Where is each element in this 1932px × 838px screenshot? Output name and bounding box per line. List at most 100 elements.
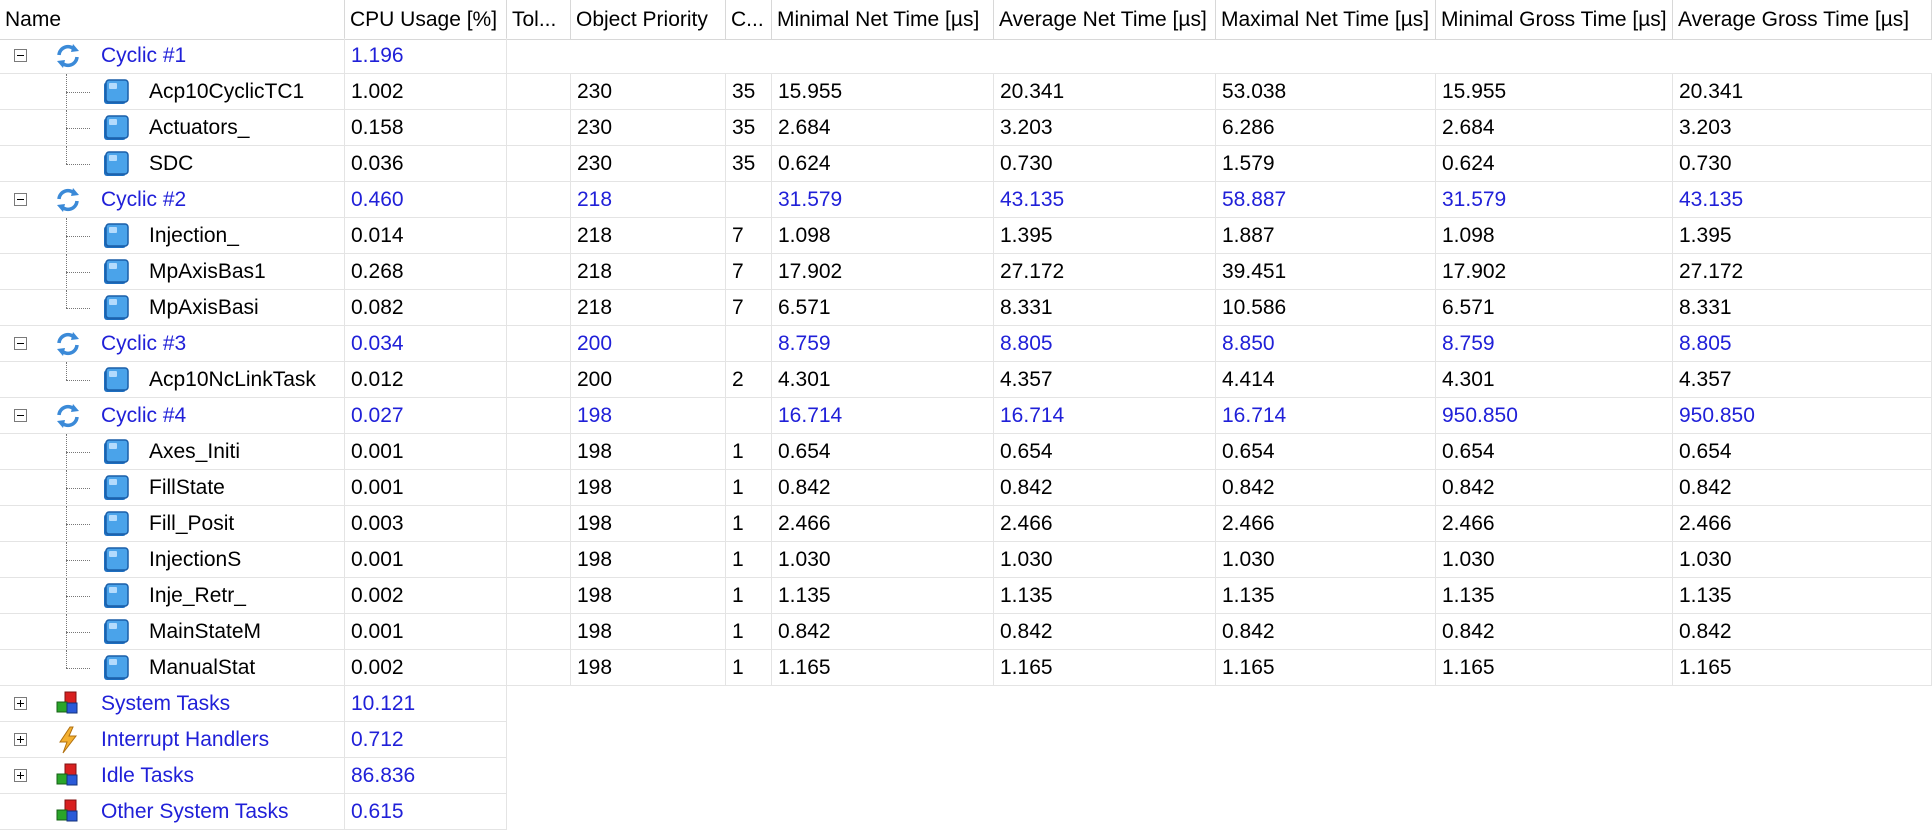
column-header-min_net[interactable]: Minimal Net Time [µs]	[772, 0, 994, 40]
tree-task-row[interactable]: SDC 0.036 230 35 0.624 0.730 1.579 0.624 0.730	[0, 146, 1932, 182]
tree-task-row[interactable]: Inje_Retr_ 0.002 198 1 1.135 1.135 1.135 1.135 1…	[0, 578, 1932, 614]
avg-gross-cell: 43.135	[1673, 182, 1932, 218]
cpu-cell: 0.012	[345, 362, 507, 398]
collapse-minus-icon[interactable]	[14, 409, 27, 422]
collapse-minus-icon[interactable]	[14, 193, 27, 206]
avg-net-cell: 8.331	[994, 290, 1216, 326]
task-cube-icon	[101, 473, 131, 505]
tree-task-row[interactable]: Axes_Initi 0.001 198 1 0.654 0.654 0.654 0.654 0…	[0, 434, 1932, 470]
c-cell: 1	[726, 578, 772, 614]
task-name-label[interactable]: Fill_Posit	[149, 512, 235, 535]
min-gross-cell: 15.955	[1436, 74, 1673, 110]
column-header-min_gross[interactable]: Minimal Gross Time [µs]	[1436, 0, 1673, 40]
tree-task-row[interactable]: MainStateM 0.001 198 1 0.842 0.842 0.842 0.842 0…	[0, 614, 1932, 650]
task-name-label[interactable]: Acp10NcLinkTask	[149, 368, 316, 391]
tree-group-row[interactable]: Idle Tasks 86.836	[0, 758, 1932, 794]
group-name-label[interactable]: Cyclic #1	[101, 44, 187, 67]
tree-task-row[interactable]: ManualStat 0.002 198 1 1.165 1.165 1.165 1.165 1…	[0, 650, 1932, 686]
collapse-minus-icon[interactable]	[14, 49, 27, 62]
group-name-label[interactable]: Interrupt Handlers	[101, 728, 270, 751]
tree-branch-line	[66, 164, 90, 165]
group-name-label[interactable]: System Tasks	[101, 692, 231, 715]
min-gross-cell: 6.571	[1436, 290, 1673, 326]
group-name-label[interactable]: Cyclic #3	[101, 332, 187, 355]
tree-task-row[interactable]: FillState 0.001 198 1 0.842 0.842 0.842 0.842 0.…	[0, 470, 1932, 506]
task-name-label[interactable]: MpAxisBas1	[149, 260, 266, 283]
prio-cell: 200	[571, 326, 726, 362]
tree-task-row[interactable]: InjectionS 0.001 198 1 1.030 1.030 1.030 1.030 1…	[0, 542, 1932, 578]
prio-cell	[571, 758, 726, 794]
task-name-label[interactable]: MainStateM	[149, 620, 262, 643]
avg-gross-cell: 3.203	[1673, 110, 1932, 146]
task-name-label[interactable]: ManualStat	[149, 656, 256, 679]
tree-branch-line	[66, 560, 90, 561]
tree-group-row[interactable]: System Tasks 10.121	[0, 686, 1932, 722]
task-name-label[interactable]: Inje_Retr_	[149, 584, 246, 607]
tol-cell	[507, 578, 571, 614]
tree-task-row[interactable]: Acp10CyclicTC1 1.002 230 35 15.955 20.341 53.0…	[0, 74, 1932, 110]
name-cell: Injection_	[0, 218, 345, 254]
tree-branch-line	[66, 92, 90, 93]
avg-gross-cell: 0.654	[1673, 434, 1932, 470]
max-net-cell: 53.038	[1216, 74, 1436, 110]
c-cell	[726, 182, 772, 218]
task-name-label[interactable]: Axes_Initi	[149, 440, 241, 463]
cpu-cell: 0.001	[345, 434, 507, 470]
collapse-minus-icon[interactable]	[14, 337, 27, 350]
task-name-label[interactable]: Acp10CyclicTC1	[149, 80, 305, 103]
tree-group-row[interactable]: Cyclic #1 1.196	[0, 38, 1932, 74]
cpu-cell: 10.121	[345, 686, 507, 722]
task-name-label[interactable]: InjectionS	[149, 548, 242, 571]
task-cube-icon	[101, 509, 131, 541]
group-name-label[interactable]: Idle Tasks	[101, 764, 194, 787]
tree-group-row[interactable]: Cyclic #3 0.034 200 8.759 8.805 8.850 8.759 8.8…	[0, 326, 1932, 362]
tree-task-row[interactable]: Acp10NcLinkTask 0.012 200 2 4.301 4.357 4.414 4…	[0, 362, 1932, 398]
tree-task-row[interactable]: Injection_ 0.014 218 7 1.098 1.395 1.887 1.098 1…	[0, 218, 1932, 254]
task-name-label[interactable]: FillState	[149, 476, 225, 499]
column-header-cpu[interactable]: CPU Usage [%]	[345, 0, 507, 40]
group-name-label[interactable]: Cyclic #4	[101, 404, 187, 427]
column-header-c[interactable]: C...	[726, 0, 772, 40]
tree-task-row[interactable]: MpAxisBasi 0.082 218 7 6.571 8.331 10.586 6.571…	[0, 290, 1932, 326]
group-name-label[interactable]: Cyclic #2	[101, 188, 187, 211]
column-header-name[interactable]: Name	[0, 0, 345, 40]
avg-net-cell: 0.842	[994, 614, 1216, 650]
c-cell	[726, 686, 772, 722]
prio-cell: 218	[571, 290, 726, 326]
prio-cell: 198	[571, 578, 726, 614]
tree-group-row[interactable]: Cyclic #4 0.027 198 16.714 16.714 16.714 950.8…	[0, 398, 1932, 434]
cpu-cell: 0.158	[345, 110, 507, 146]
column-header-prio[interactable]: Object Priority	[571, 0, 726, 40]
column-header-avg_net[interactable]: Average Net Time [µs]	[994, 0, 1216, 40]
tree-task-row[interactable]: Actuators_ 0.158 230 35 2.684 3.203 6.286 2.684…	[0, 110, 1932, 146]
min-net-cell: 2.684	[772, 110, 994, 146]
column-header-tol[interactable]: Tol...	[507, 0, 571, 40]
task-name-label[interactable]: Actuators_	[149, 116, 250, 139]
task-name-label[interactable]: Injection_	[149, 224, 239, 247]
cpu-cell: 0.268	[345, 254, 507, 290]
column-header-avg_gross[interactable]: Average Gross Time [µs]	[1673, 0, 1932, 40]
tree-task-row[interactable]: MpAxisBas1 0.268 218 7 17.902 27.172 39.451 17.…	[0, 254, 1932, 290]
expand-plus-icon[interactable]	[14, 697, 27, 710]
c-cell: 35	[726, 110, 772, 146]
max-net-cell: 1.887	[1216, 218, 1436, 254]
name-cell: Fill_Posit	[0, 506, 345, 542]
min-net-cell: 1.030	[772, 542, 994, 578]
tree-branch-line	[66, 380, 90, 381]
tree-group-row[interactable]: Other System Tasks 0.615	[0, 794, 1932, 830]
tree-group-row[interactable]: Cyclic #2 0.460 218 31.579 43.135 58.887 31.57…	[0, 182, 1932, 218]
task-name-label[interactable]: SDC	[149, 152, 194, 175]
expand-plus-icon[interactable]	[14, 769, 27, 782]
column-header-max_net[interactable]: Maximal Net Time [µs]	[1216, 0, 1436, 40]
tol-cell	[507, 398, 571, 434]
expand-plus-icon[interactable]	[14, 733, 27, 746]
avg-gross-cell	[1673, 722, 1932, 758]
tree-connector-line	[66, 434, 67, 469]
task-name-label[interactable]: MpAxisBasi	[149, 296, 259, 319]
group-name-label[interactable]: Other System Tasks	[101, 800, 289, 823]
min-net-cell: 1.165	[772, 650, 994, 686]
tree-group-row[interactable]: Interrupt Handlers 0.712	[0, 722, 1932, 758]
min-gross-cell: 0.624	[1436, 146, 1673, 182]
tree-task-row[interactable]: Fill_Posit 0.003 198 1 2.466 2.466 2.466 2.466 2…	[0, 506, 1932, 542]
